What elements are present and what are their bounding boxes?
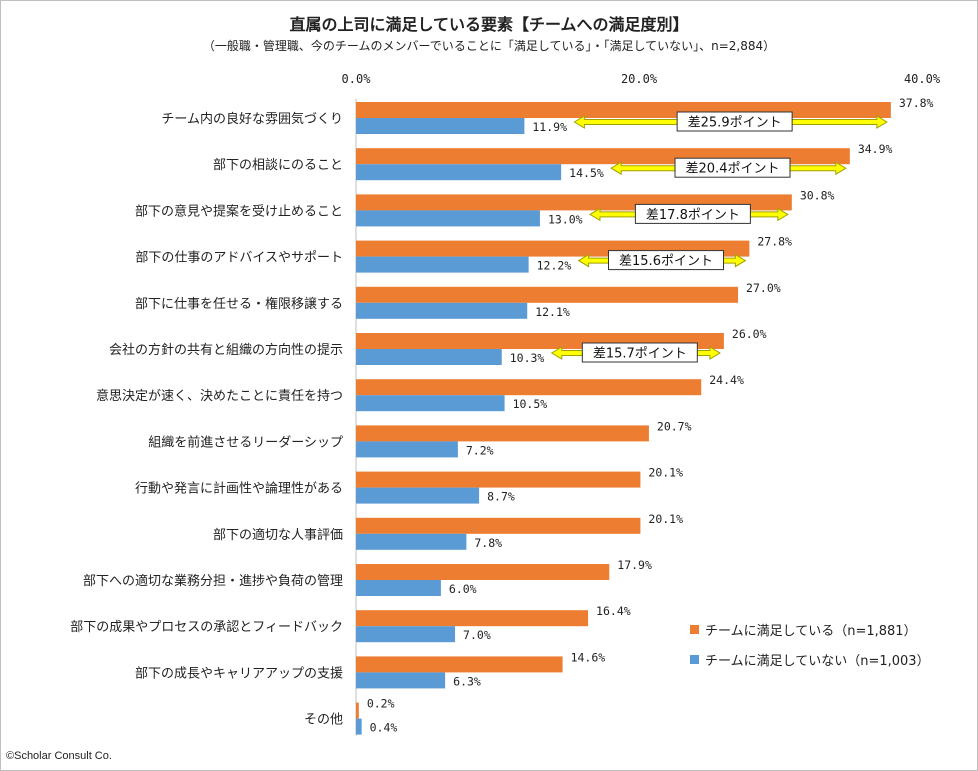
bar-unsatisfied [356, 349, 502, 365]
data-label-unsatisfied: 7.2% [466, 443, 494, 457]
bar-satisfied [356, 517, 641, 534]
category-label: 部下への適切な業務分担・進捗や負荷の管理 [83, 573, 343, 589]
legend-item-unsatisfied: チームに満足していない（n=1,003） [690, 644, 930, 674]
x-tick-label: 20.0% [621, 72, 658, 86]
bar-satisfied [356, 286, 739, 303]
data-label-unsatisfied: 6.3% [453, 674, 481, 688]
data-label-unsatisfied: 13.0% [548, 212, 583, 226]
bar-unsatisfied [356, 580, 441, 596]
difference-label-box [674, 157, 791, 178]
data-label-unsatisfied: 14.5% [569, 166, 604, 180]
difference-label-box [634, 203, 751, 224]
data-label-unsatisfied: 0.4% [370, 721, 398, 735]
chart-subtitle: （一般職・管理職、今のチームのメンバーでいることに「満足している」・「満足してい… [202, 39, 776, 53]
bar-unsatisfied [356, 302, 528, 319]
data-label-satisfied: 27.8% [757, 235, 792, 249]
bar-unsatisfied [356, 441, 458, 458]
bar-unsatisfied [356, 118, 525, 134]
legend-label-satisfied: チームに満足している（n=1,881） [705, 623, 917, 639]
x-tick-label: 40.0% [904, 72, 941, 86]
bar-satisfied [356, 656, 563, 673]
data-label-satisfied: 20.1% [648, 466, 683, 480]
legend-swatch-satisfied [690, 624, 699, 634]
bar-unsatisfied [356, 626, 456, 643]
data-label-unsatisfied: 10.5% [513, 397, 548, 411]
data-label-satisfied: 30.8% [800, 188, 835, 202]
data-label-unsatisfied: 8.7% [487, 490, 515, 504]
data-label-satisfied: 16.4% [596, 604, 631, 618]
category-label: 意思決定が速く、決めたことに責任を持つ [96, 388, 343, 404]
difference-label-box [676, 111, 793, 132]
legend-swatch-unsatisfied [690, 654, 699, 664]
legend-item-satisfied: チームに満足している（n=1,881） [690, 614, 930, 644]
bar-satisfied [356, 471, 641, 488]
data-label-satisfied: 20.1% [648, 512, 683, 526]
category-label: 部下の意見や提案を受け止めること [135, 203, 343, 219]
category-label: チーム内の良好な雰囲気づくり [161, 111, 343, 127]
data-label-unsatisfied: 11.9% [532, 120, 567, 134]
bar-unsatisfied [356, 533, 467, 550]
category-label: 部下の相談にのること [213, 157, 343, 173]
data-label-satisfied: 34.9% [858, 142, 893, 156]
data-label-satisfied: 24.4% [709, 373, 744, 387]
data-label-satisfied: 37.8% [899, 96, 934, 110]
data-label-satisfied: 27.0% [746, 281, 781, 295]
copyright-text: ©Scholar Consult Co. [6, 750, 112, 762]
bar-unsatisfied [356, 672, 446, 689]
category-label: 会社の方針の共有と組織の方向性の提示 [109, 342, 343, 358]
legend: チームに満足している（n=1,881） チームに満足していない（n=1,003） [690, 614, 930, 674]
data-label-satisfied: 20.7% [657, 419, 692, 433]
x-tick-label: 0.0% [342, 72, 372, 86]
bar-unsatisfied [356, 487, 480, 504]
bar-satisfied [356, 702, 359, 719]
data-label-unsatisfied: 12.1% [535, 305, 570, 319]
bar-unsatisfied [356, 164, 562, 181]
data-label-unsatisfied: 6.0% [449, 582, 477, 596]
category-label: 組織を前進させるリーダーシップ [148, 434, 343, 450]
data-label-satisfied: 26.0% [732, 327, 767, 341]
difference-label: 差17.8ポイント [646, 208, 740, 223]
bar-satisfied [356, 379, 702, 396]
bar-satisfied [356, 564, 610, 580]
bar-unsatisfied [356, 718, 362, 735]
difference-label: 差25.9ポイント [688, 116, 782, 131]
bar-satisfied [356, 102, 891, 118]
data-label-satisfied: 14.6% [571, 650, 606, 664]
category-label: 部下の仕事のアドバイスやサポート [135, 251, 343, 266]
bar-unsatisfied [356, 256, 529, 273]
difference-label: 差20.4ポイント [686, 162, 780, 177]
bar-unsatisfied [356, 395, 505, 412]
data-label-unsatisfied: 10.3% [510, 351, 545, 365]
bar-unsatisfied [356, 210, 540, 227]
category-label: 部下の成長やキャリアアップの支援 [135, 666, 343, 681]
category-label: 部下の適切な人事評価 [213, 527, 343, 543]
category-label: 部下に仕事を任せる・権限移譲する [135, 296, 343, 312]
bar-satisfied [356, 610, 589, 627]
category-label: 行動や発言に計画性や論理性がある [135, 481, 343, 497]
category-label: その他 [304, 713, 343, 728]
data-label-satisfied: 17.9% [617, 558, 652, 572]
chart-title: 直属の上司に満足している要素【チームへの満足度別】 [289, 15, 689, 34]
data-label-unsatisfied: 7.0% [463, 628, 491, 642]
difference-label: 差15.7ポイント [593, 347, 687, 362]
data-label-unsatisfied: 7.8% [474, 536, 502, 550]
data-label-satisfied: 0.2% [367, 697, 395, 711]
category-label: 部下の成果やプロセスの承認とフィードバック [70, 619, 343, 635]
data-label-unsatisfied: 12.2% [537, 259, 572, 273]
bar-satisfied [356, 425, 649, 442]
difference-label: 差15.6ポイント [619, 254, 713, 269]
difference-label-box [581, 342, 698, 363]
difference-label-box [608, 250, 724, 271]
legend-label-unsatisfied: チームに満足していない（n=1,003） [705, 653, 930, 669]
